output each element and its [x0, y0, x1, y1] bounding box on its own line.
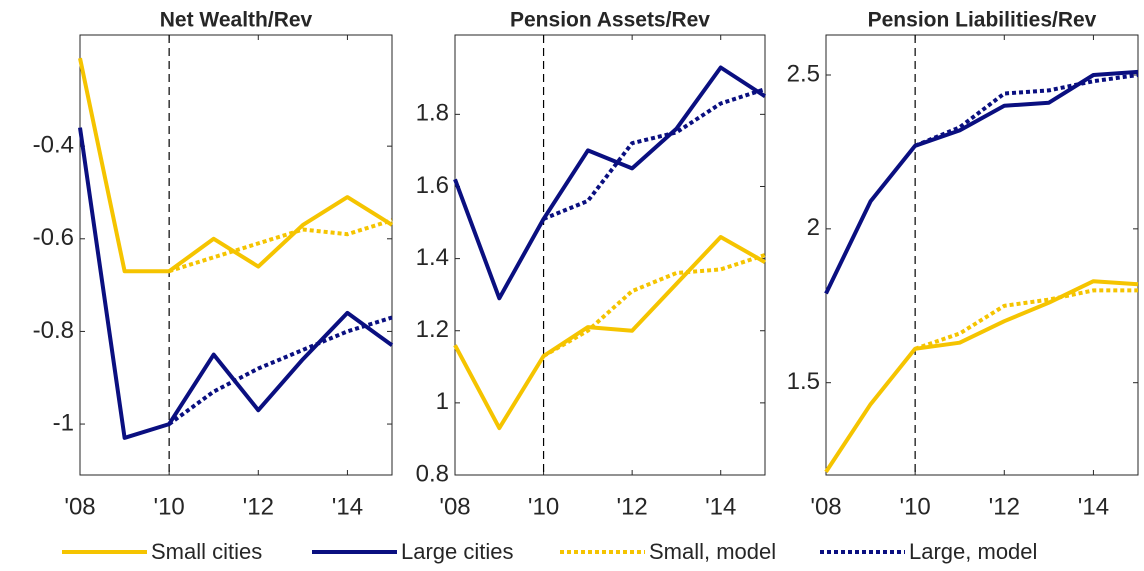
legend-label: Large cities	[401, 539, 514, 564]
series-line	[824, 279, 1139, 474]
axes-box	[454, 34, 766, 476]
y-tick-label: 1.6	[416, 172, 449, 199]
series-line	[542, 253, 766, 358]
y-tick-label: -1	[53, 409, 74, 436]
x-tick-label: '14	[1078, 493, 1109, 520]
legend-label: Small cities	[151, 539, 262, 564]
y-tick-label: -0.4	[33, 132, 74, 159]
x-tick-label: '12	[617, 493, 648, 520]
series-line	[914, 288, 1138, 351]
x-tick-label: '10	[900, 493, 931, 520]
series-line	[78, 127, 394, 440]
y-tick-label: 2	[807, 214, 820, 241]
panel-title: Net Wealth/Rev	[160, 9, 313, 32]
axes-box	[79, 34, 393, 476]
x-tick-label: '08	[810, 493, 841, 520]
series-line	[453, 235, 766, 431]
y-tick-label: -0.6	[33, 224, 74, 251]
axes-box	[825, 34, 1139, 476]
y-tick-label: 1.2	[416, 316, 449, 343]
y-tick-label: 2.5	[787, 60, 820, 87]
x-tick-label: '14	[705, 493, 736, 520]
series-line	[914, 73, 1139, 148]
panel-title: Pension Assets/Rev	[510, 9, 710, 32]
x-tick-label: '08	[439, 493, 470, 520]
legend-label: Small, model	[649, 539, 776, 564]
series-line	[167, 315, 393, 426]
x-tick-label: '08	[64, 493, 95, 520]
series-line	[78, 57, 394, 274]
x-tick-label: '14	[332, 493, 363, 520]
x-tick-label: '10	[528, 493, 559, 520]
series-line	[168, 218, 393, 274]
y-tick-label: 1.8	[416, 100, 449, 127]
y-tick-label: 1.4	[416, 244, 449, 271]
series-line	[542, 87, 766, 221]
legend-label: Large, model	[909, 539, 1037, 564]
y-tick-label: 0.8	[416, 460, 449, 487]
x-tick-label: '12	[243, 493, 274, 520]
panel-title: Pension Liabilities/Rev	[868, 9, 1097, 32]
series-line	[824, 69, 1139, 295]
y-tick-label: -0.8	[33, 317, 74, 344]
x-tick-label: '10	[154, 493, 185, 520]
y-tick-label: 1	[436, 388, 449, 415]
x-tick-label: '12	[989, 493, 1020, 520]
series-line	[453, 65, 767, 301]
y-tick-label: 1.5	[787, 368, 820, 395]
